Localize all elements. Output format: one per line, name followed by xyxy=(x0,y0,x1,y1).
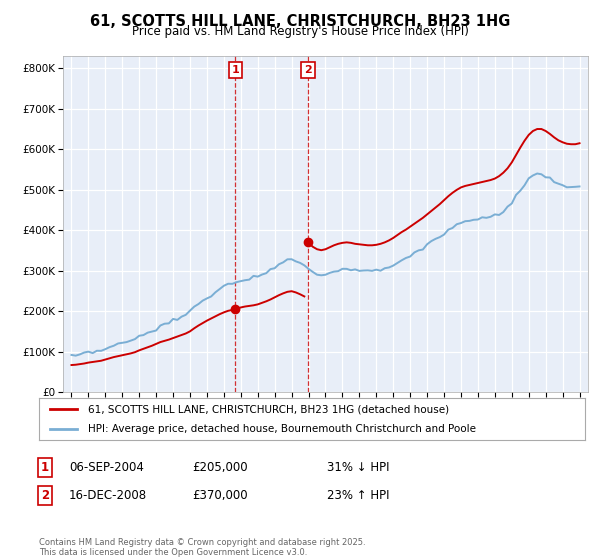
Text: 2: 2 xyxy=(41,489,49,502)
Text: 1: 1 xyxy=(41,461,49,474)
Text: Contains HM Land Registry data © Crown copyright and database right 2025.
This d: Contains HM Land Registry data © Crown c… xyxy=(39,538,365,557)
Text: HPI: Average price, detached house, Bournemouth Christchurch and Poole: HPI: Average price, detached house, Bour… xyxy=(88,424,476,434)
Text: 1: 1 xyxy=(232,65,239,75)
Text: £205,000: £205,000 xyxy=(192,461,248,474)
Text: 61, SCOTTS HILL LANE, CHRISTCHURCH, BH23 1HG (detached house): 61, SCOTTS HILL LANE, CHRISTCHURCH, BH23… xyxy=(88,404,449,414)
Text: 31% ↓ HPI: 31% ↓ HPI xyxy=(327,461,389,474)
Text: 06-SEP-2004: 06-SEP-2004 xyxy=(69,461,144,474)
Text: Price paid vs. HM Land Registry's House Price Index (HPI): Price paid vs. HM Land Registry's House … xyxy=(131,25,469,38)
Text: 16-DEC-2008: 16-DEC-2008 xyxy=(69,489,147,502)
Text: 2: 2 xyxy=(304,65,312,75)
Text: £370,000: £370,000 xyxy=(192,489,248,502)
Text: 61, SCOTTS HILL LANE, CHRISTCHURCH, BH23 1HG: 61, SCOTTS HILL LANE, CHRISTCHURCH, BH23… xyxy=(90,14,510,29)
Text: 23% ↑ HPI: 23% ↑ HPI xyxy=(327,489,389,502)
